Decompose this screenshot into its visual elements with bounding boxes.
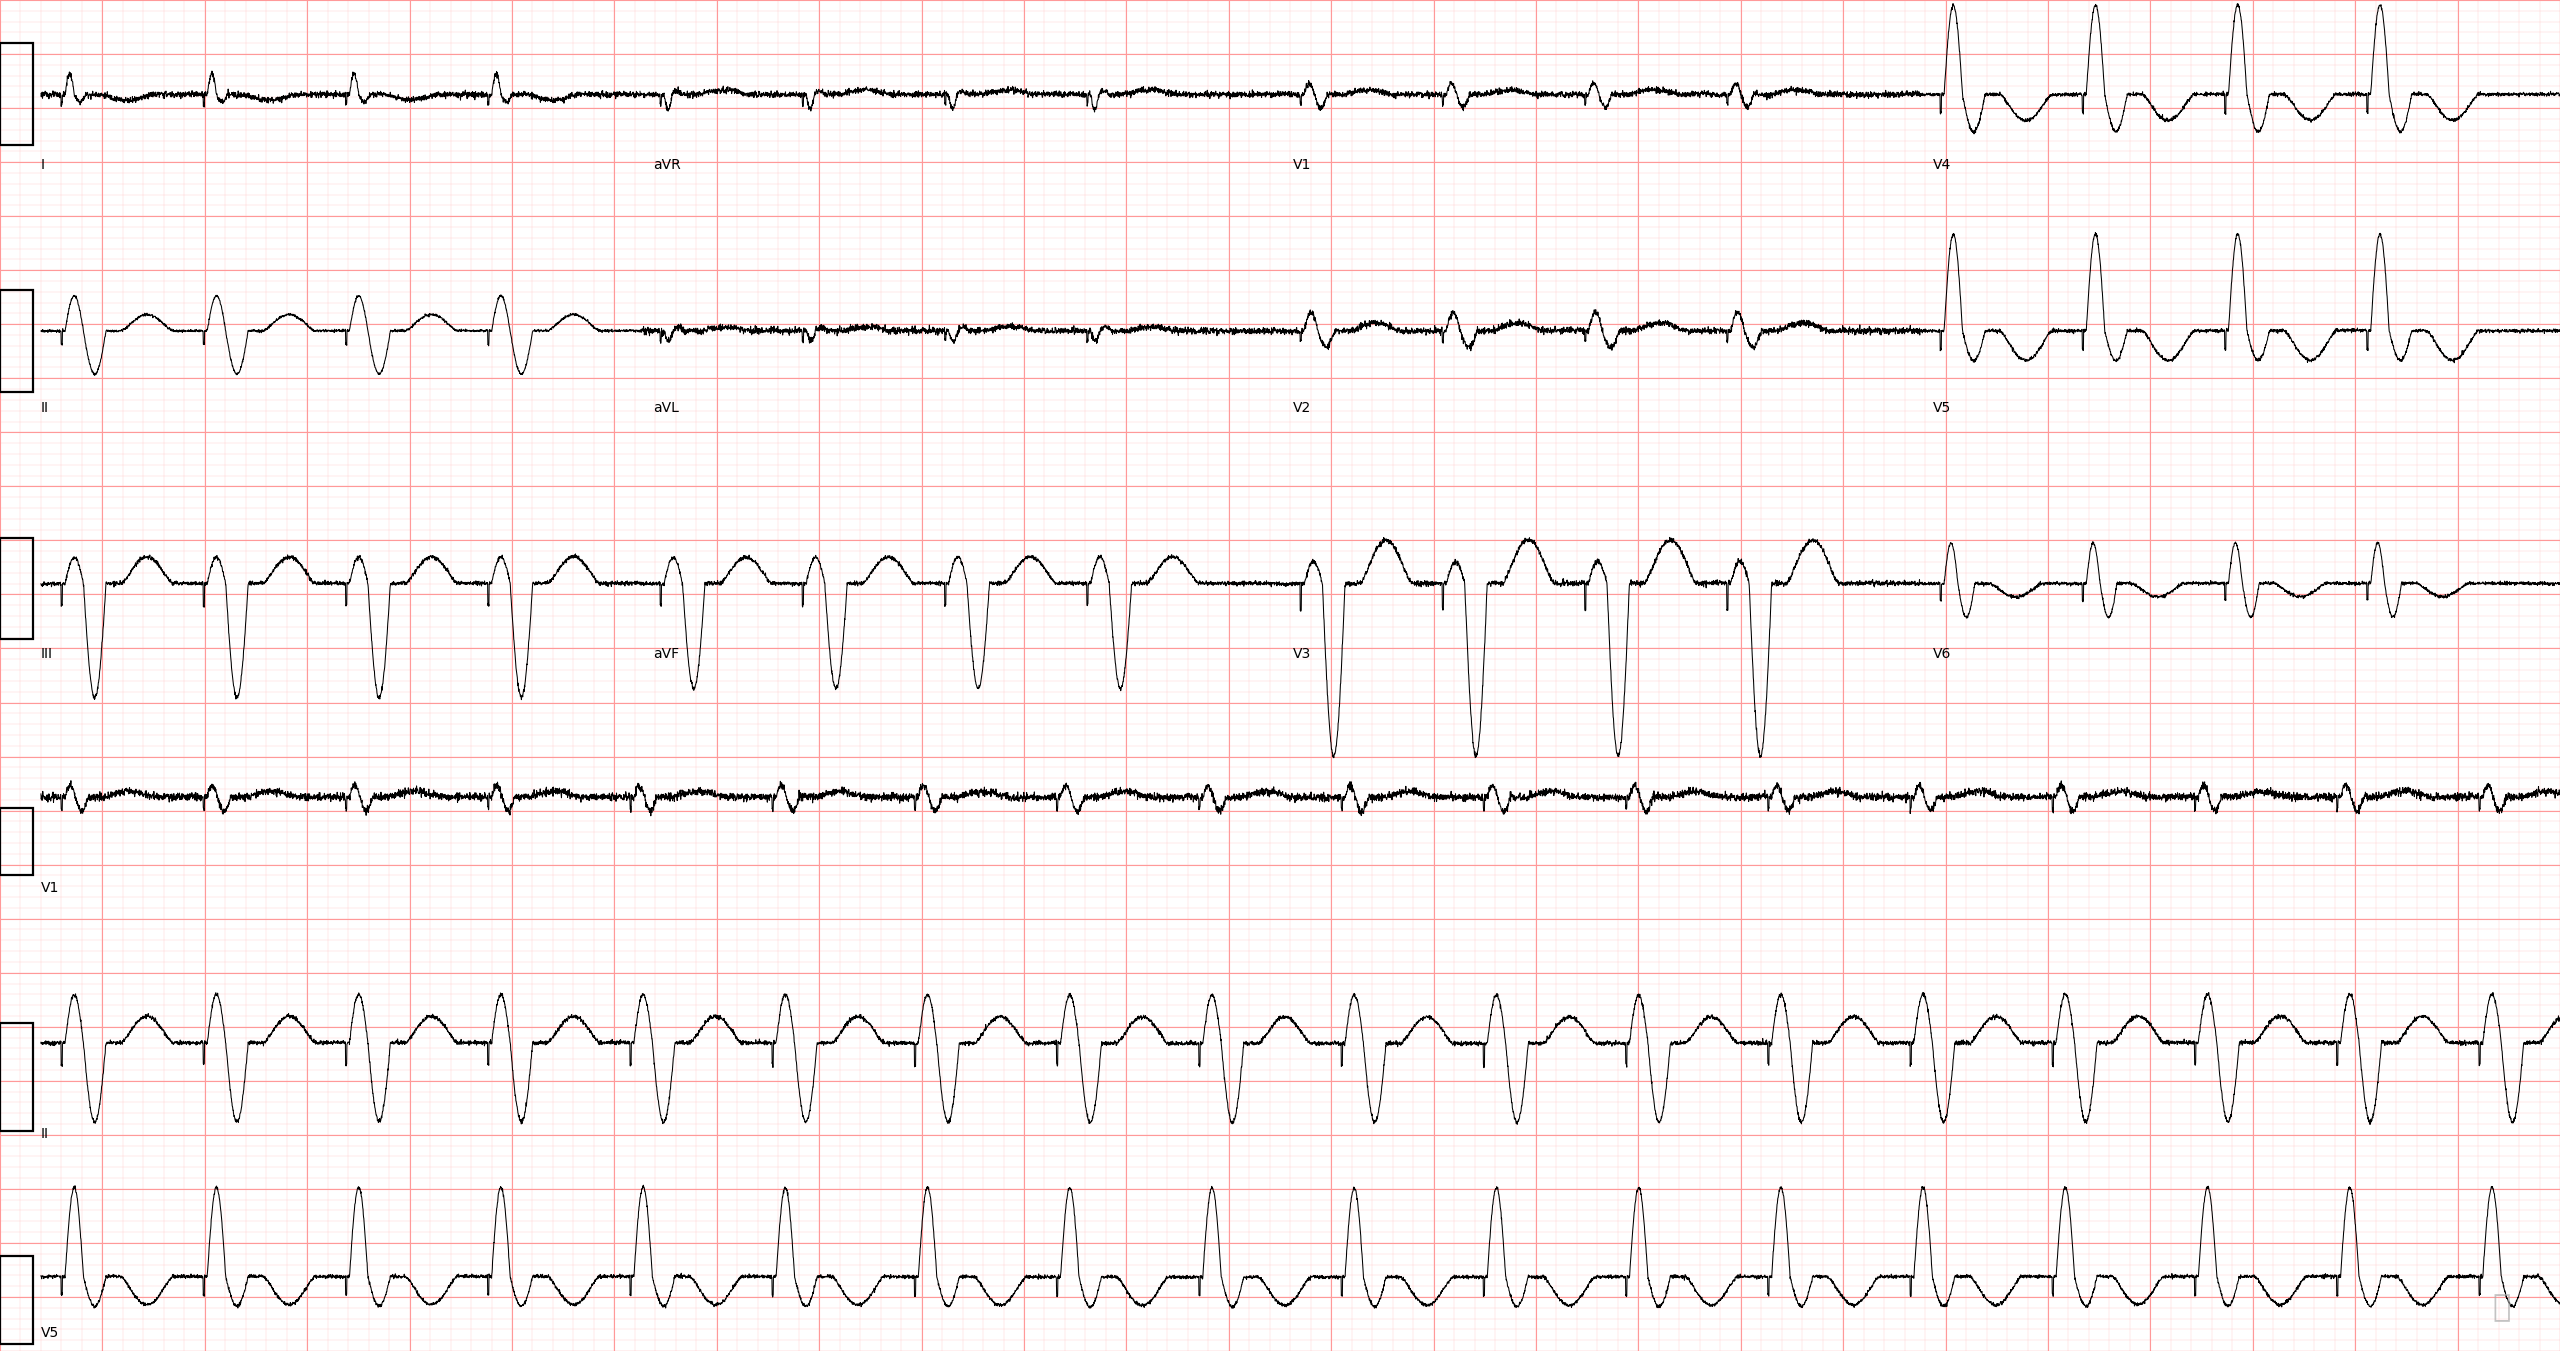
Text: 🐂: 🐂 [2491, 1293, 2511, 1323]
Text: II: II [41, 1127, 49, 1140]
Text: V2: V2 [1293, 401, 1311, 415]
Text: aVL: aVL [653, 401, 678, 415]
Text: aVR: aVR [653, 158, 681, 172]
Text: V5: V5 [1933, 401, 1951, 415]
Text: V5: V5 [41, 1327, 59, 1340]
Text: V3: V3 [1293, 647, 1311, 661]
Bar [0, 538, 33, 639]
Text: V4: V4 [1933, 158, 1951, 172]
Bar [0, 1256, 33, 1344]
Bar [0, 43, 33, 145]
Text: V1: V1 [41, 881, 59, 894]
Bar [0, 1023, 33, 1131]
Text: II: II [41, 401, 49, 415]
Text: I: I [41, 158, 46, 172]
Text: III: III [41, 647, 54, 661]
Bar [0, 808, 33, 875]
Bar [0, 290, 33, 392]
Text: V1: V1 [1293, 158, 1311, 172]
Text: V6: V6 [1933, 647, 1951, 661]
Text: aVF: aVF [653, 647, 678, 661]
